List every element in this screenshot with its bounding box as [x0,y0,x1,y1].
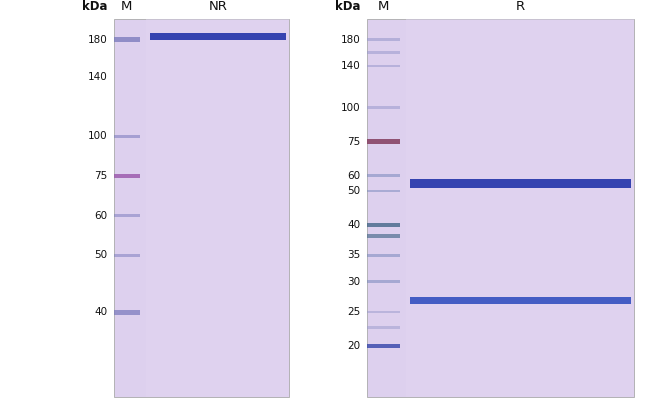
Bar [410,297,630,304]
Text: 140: 140 [88,72,107,82]
Bar [367,174,400,177]
Text: 75: 75 [348,137,361,147]
Bar [406,19,634,397]
Bar [367,52,400,54]
Text: 60: 60 [94,210,107,220]
Bar [367,326,400,329]
Bar [367,344,400,348]
Text: 75: 75 [94,171,107,181]
Bar [367,235,400,238]
Bar [367,190,400,192]
Text: 180: 180 [88,35,107,45]
Bar [114,310,140,314]
Bar [367,254,400,257]
Bar [367,223,400,228]
Bar [114,214,140,217]
Text: kDa: kDa [335,0,361,13]
Text: M: M [121,0,133,13]
Text: 40: 40 [94,307,107,317]
Bar [367,38,400,41]
Bar [367,106,400,109]
Bar [410,179,630,188]
Text: 35: 35 [348,250,361,260]
Bar [367,19,634,397]
Bar [367,139,400,144]
Bar [114,173,140,178]
Text: NR: NR [208,0,227,13]
Bar [114,134,140,138]
Text: 30: 30 [348,277,361,287]
Text: 50: 50 [348,186,361,196]
Text: 180: 180 [341,35,361,45]
Text: 25: 25 [348,307,361,317]
Bar [146,19,289,397]
Text: kDa: kDa [82,0,107,13]
Text: 60: 60 [348,171,361,181]
Bar [114,37,140,42]
Text: 100: 100 [88,131,107,141]
Text: 140: 140 [341,61,361,71]
Bar [367,311,400,313]
Bar [367,65,400,67]
Bar [114,254,140,257]
Text: 100: 100 [341,103,361,113]
Text: M: M [378,0,389,13]
Bar [150,33,286,40]
Bar [367,280,400,283]
Text: 40: 40 [348,220,361,230]
Bar [114,19,289,397]
Text: R: R [515,0,525,13]
Text: 20: 20 [348,341,361,351]
Text: 50: 50 [94,250,107,260]
